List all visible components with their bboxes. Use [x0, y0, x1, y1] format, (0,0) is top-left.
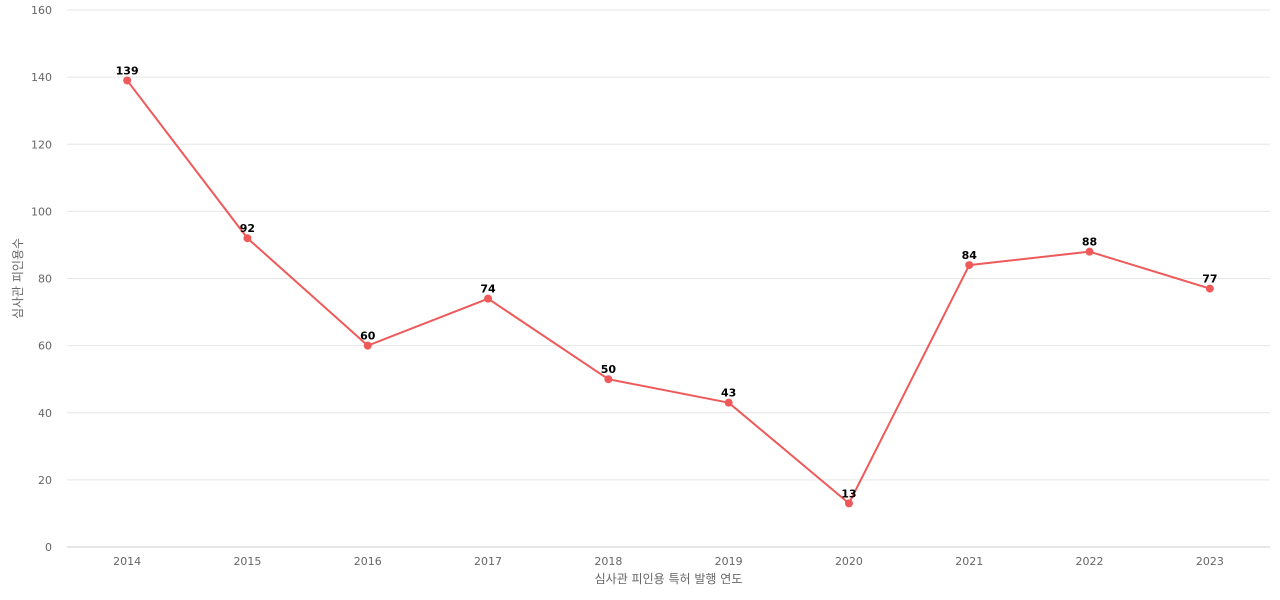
data-labels: 139 92 60 74 50 43 13 84 88 77: [116, 64, 1218, 500]
data-point[interactable]: [965, 261, 974, 270]
y-axis-ticks: 0 20 40 60 80 100 120 140 160: [31, 4, 52, 554]
y-axis-title: 심사관 피인용수: [11, 238, 25, 319]
data-label: 43: [721, 387, 736, 400]
data-point[interactable]: [604, 375, 613, 384]
data-points: [123, 76, 1214, 508]
x-tick-label: 2017: [474, 555, 502, 568]
x-tick-label: 2016: [354, 555, 382, 568]
data-point[interactable]: [1205, 284, 1214, 293]
data-label: 139: [116, 64, 139, 77]
y-tick-label: 20: [38, 474, 52, 487]
data-point[interactable]: [724, 398, 733, 407]
data-point[interactable]: [844, 499, 853, 508]
x-tick-label: 2023: [1196, 555, 1224, 568]
data-label: 74: [480, 283, 496, 296]
y-tick-label: 140: [31, 71, 52, 84]
gridlines: [67, 9, 1270, 481]
x-tick-label: 2019: [715, 555, 743, 568]
x-tick-label: 2020: [835, 555, 863, 568]
data-point[interactable]: [363, 341, 372, 350]
data-label: 88: [1082, 236, 1097, 249]
data-label: 50: [601, 363, 617, 376]
data-label: 13: [841, 487, 856, 500]
x-axis-title: 심사관 피인용 특허 발행 연도: [595, 571, 743, 586]
data-point[interactable]: [484, 294, 493, 303]
y-tick-label: 0: [45, 541, 52, 554]
x-tick-label: 2018: [594, 555, 622, 568]
data-label: 92: [240, 222, 255, 235]
data-point[interactable]: [1085, 247, 1094, 256]
data-label: 77: [1202, 273, 1217, 286]
y-tick-label: 80: [38, 273, 52, 286]
y-tick-label: 120: [31, 138, 52, 151]
x-tick-label: 2022: [1076, 555, 1104, 568]
data-point[interactable]: [243, 234, 252, 243]
series-layer: [126, 79, 1211, 505]
data-label: 60: [360, 330, 376, 343]
x-axis-ticks: 2014 2015 2016 2017 2018 2019 2020 2021 2022 2023: [113, 555, 1224, 568]
y-tick-label: 100: [31, 205, 52, 218]
data-label: 84: [962, 249, 978, 262]
y-tick-label: 60: [38, 340, 52, 353]
y-tick-label: 40: [38, 407, 52, 420]
y-tick-label: 160: [31, 4, 52, 17]
x-tick-label: 2015: [233, 555, 261, 568]
series-line: [126, 79, 1211, 505]
x-tick-label: 2014: [113, 555, 141, 568]
data-point[interactable]: [123, 76, 132, 85]
x-tick-label: 2021: [955, 555, 983, 568]
